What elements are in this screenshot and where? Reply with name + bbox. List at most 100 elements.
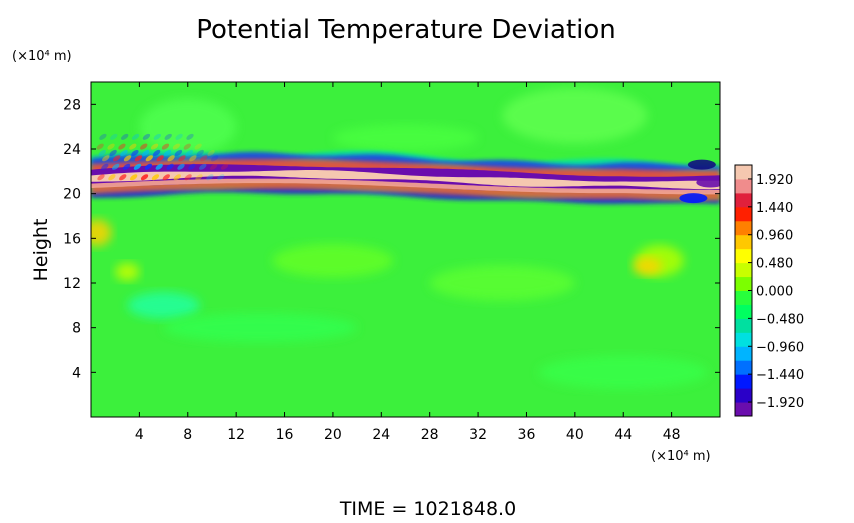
wave-cell bbox=[120, 149, 128, 156]
wave-cell bbox=[210, 163, 218, 170]
wave-cell bbox=[144, 163, 153, 170]
x-tick-label: 40 bbox=[566, 427, 584, 443]
wave-cell bbox=[183, 143, 191, 150]
colorbar-swatch bbox=[735, 262, 752, 278]
lower-positive-edge bbox=[91, 178, 720, 200]
colorbar-tick-label: −0.960 bbox=[756, 340, 804, 355]
colorbar-tick-label: −1.920 bbox=[756, 396, 804, 411]
wave-cell bbox=[131, 149, 139, 156]
edge-feature bbox=[696, 177, 720, 188]
wave-cell bbox=[98, 149, 106, 156]
colorbar-swatch bbox=[735, 388, 752, 403]
wave-cell bbox=[166, 163, 174, 170]
wave-cell bbox=[109, 149, 117, 156]
wave-cell bbox=[163, 149, 172, 156]
wave-cell bbox=[155, 163, 163, 170]
wave-cell bbox=[110, 133, 118, 140]
colorbar-tick-label: 1.920 bbox=[756, 173, 793, 188]
x-tick-label: 4 bbox=[135, 427, 144, 443]
colorbar-swatch bbox=[735, 234, 752, 250]
wave-cell bbox=[177, 163, 185, 170]
wave-cell bbox=[101, 163, 109, 170]
colorbar-swatch bbox=[735, 346, 752, 361]
edge-feature bbox=[687, 159, 716, 170]
wave-cell bbox=[217, 174, 225, 181]
x-tick-label: 32 bbox=[469, 427, 487, 443]
wave-cell bbox=[207, 149, 215, 156]
wave-cell bbox=[162, 174, 170, 181]
wave-cell bbox=[210, 155, 219, 162]
time-annotation: TIME = 1021848.0 bbox=[339, 498, 516, 519]
colorbar-tick-label: −0.480 bbox=[756, 312, 804, 327]
y-tick-label: 24 bbox=[63, 142, 81, 158]
x-tick-label: 36 bbox=[518, 427, 536, 443]
wave-cell bbox=[99, 133, 107, 140]
field-blob bbox=[91, 219, 112, 247]
wave-cell bbox=[196, 149, 204, 156]
field-blob bbox=[115, 262, 140, 281]
wave-cell bbox=[129, 143, 137, 150]
colorbar-swatch bbox=[735, 332, 752, 347]
wave-cell bbox=[107, 143, 115, 150]
wave-cell bbox=[145, 155, 153, 162]
x-tick-label: 44 bbox=[614, 427, 632, 443]
wave-cell bbox=[156, 155, 164, 162]
colorbar-swatch bbox=[735, 178, 752, 194]
heatmap-field bbox=[91, 82, 720, 417]
colorbar-swatch bbox=[735, 276, 752, 291]
wave-cell bbox=[102, 155, 110, 162]
wave-cell bbox=[151, 174, 160, 181]
edge-feature bbox=[679, 193, 708, 204]
chart-title: Potential Temperature Deviation bbox=[196, 15, 616, 45]
wave-cell bbox=[195, 174, 203, 181]
field-blob bbox=[272, 243, 394, 278]
wave-cell bbox=[194, 143, 202, 150]
wave-cell bbox=[112, 155, 121, 162]
colorbar-tick-label: −1.440 bbox=[756, 368, 804, 383]
y-tick-label: 28 bbox=[63, 97, 81, 113]
colorbar-swatch bbox=[735, 248, 752, 264]
field-blob bbox=[139, 98, 237, 155]
y-unit-label: (×10⁴ m) bbox=[12, 49, 72, 64]
wave-cell bbox=[164, 133, 172, 140]
wave-cell bbox=[140, 143, 148, 150]
wave-cell bbox=[199, 163, 207, 170]
field-perturbations bbox=[91, 87, 708, 390]
x-tick-label: 16 bbox=[276, 427, 294, 443]
wave-cell bbox=[134, 155, 143, 162]
x-tick-label: 12 bbox=[227, 427, 245, 443]
wave-cell bbox=[174, 149, 183, 156]
colorbar-swatch bbox=[735, 165, 752, 180]
wave-cell bbox=[96, 143, 104, 150]
wave-cell bbox=[175, 133, 183, 140]
plot-frame bbox=[90, 81, 721, 418]
field-blob bbox=[163, 313, 358, 343]
core-positive-lower bbox=[91, 178, 720, 195]
wave-pattern bbox=[96, 133, 720, 204]
deviation-layer bbox=[91, 150, 720, 204]
x-tick-label: 28 bbox=[421, 427, 439, 443]
colorbar: 1.920 1.440 0.960 0.480 0.000 −0.480 −0.960 −1.… bbox=[734, 164, 804, 417]
wave-cell bbox=[123, 155, 132, 162]
x-tick-label: 48 bbox=[663, 427, 681, 443]
wave-cell bbox=[153, 133, 162, 140]
wave-cell bbox=[119, 174, 127, 181]
colorbar-swatch bbox=[735, 318, 752, 333]
field-blob bbox=[502, 87, 648, 144]
x-tick-label: 24 bbox=[372, 427, 390, 443]
wave-cell bbox=[140, 174, 149, 181]
wave-cell bbox=[97, 174, 105, 181]
wave-cell bbox=[172, 143, 181, 150]
wave-cell bbox=[133, 163, 142, 170]
y-axis-label: Height bbox=[30, 219, 52, 282]
wave-cell bbox=[178, 155, 186, 162]
wave-cell bbox=[173, 174, 181, 181]
y-tick-label: 20 bbox=[63, 187, 81, 203]
wave-cell bbox=[186, 133, 194, 140]
wave-cell bbox=[118, 143, 126, 150]
wave-cell bbox=[130, 174, 138, 181]
wave-cell bbox=[188, 163, 196, 170]
colorbar-tick-label: 0.000 bbox=[756, 285, 793, 300]
